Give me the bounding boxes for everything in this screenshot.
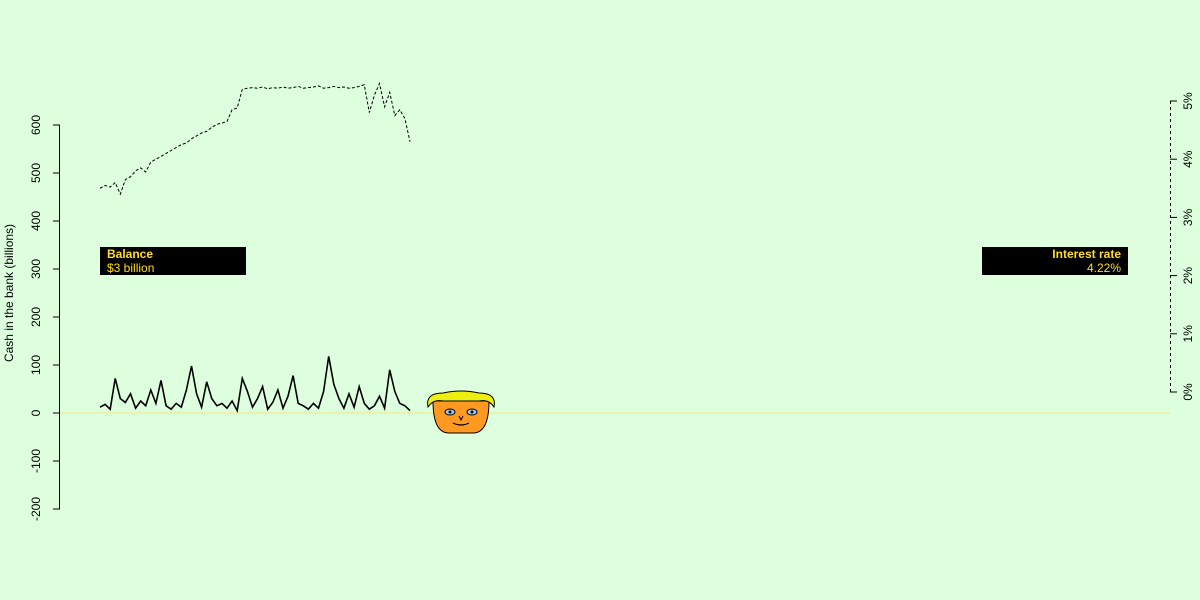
cash-series-line: [99, 356, 411, 414]
y-axis-label: Cash in the bank (billions): [2, 224, 16, 362]
interest-rate-title: Interest rate: [1052, 247, 1121, 261]
interest-rate-panel: Interest rate 4.22%: [982, 247, 1128, 275]
left-tick-label: -100: [29, 449, 43, 473]
right-tick-label: 1%: [1181, 325, 1195, 343]
right-axis: 0% 1% 2% 3% 4% 5%: [1170, 92, 1195, 401]
left-axis: -200 -100 0 100 200 300 400 500 600: [29, 115, 60, 521]
balance-title: Balance: [107, 247, 154, 261]
right-tick-label: 5%: [1181, 92, 1195, 110]
left-tick-label: -200: [29, 497, 43, 521]
balance-panel: Balance $3 billion: [100, 247, 246, 275]
interest-rate-value: 4.22%: [1086, 261, 1121, 275]
left-tick-label: 400: [29, 211, 43, 231]
balance-value: $3 billion: [107, 261, 155, 275]
interest-rate-series-line: [99, 81, 411, 196]
right-tick-label: 0%: [1181, 383, 1195, 401]
left-tick-label: 100: [29, 355, 43, 375]
right-tick-label: 4%: [1181, 150, 1195, 168]
left-tick-label: 500: [29, 163, 43, 183]
left-tick-label: 600: [29, 115, 43, 135]
left-tick-label: 300: [29, 259, 43, 279]
smiling-face-icon[interactable]: [427, 390, 495, 434]
right-tick-label: 3%: [1181, 208, 1195, 226]
left-tick-label: 0: [29, 409, 43, 416]
right-tick-label: 2%: [1181, 267, 1195, 285]
left-tick-label: 200: [29, 307, 43, 327]
